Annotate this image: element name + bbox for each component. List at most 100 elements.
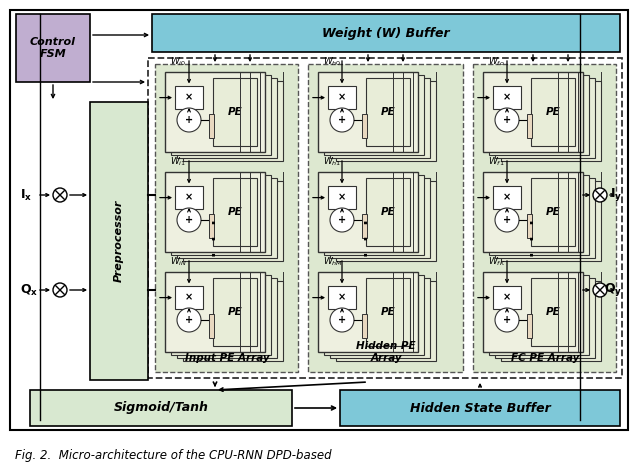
- Text: PE: PE: [546, 307, 561, 317]
- Text: Hidden State Buffer: Hidden State Buffer: [410, 401, 550, 414]
- Bar: [501, 281, 601, 361]
- Bar: [489, 275, 589, 355]
- Bar: [318, 172, 418, 252]
- Bar: [527, 114, 531, 137]
- Bar: [318, 72, 418, 152]
- Text: $W_{i1}$: $W_{i1}$: [170, 155, 186, 168]
- Bar: [340, 390, 620, 426]
- Bar: [330, 78, 430, 158]
- Bar: [155, 64, 298, 372]
- Bar: [362, 114, 367, 137]
- Bar: [366, 178, 410, 246]
- Text: ×: ×: [503, 292, 511, 302]
- Text: FC PE Array: FC PE Array: [511, 353, 579, 363]
- Bar: [209, 314, 214, 337]
- Bar: [362, 314, 367, 337]
- Bar: [483, 272, 583, 352]
- Bar: [473, 64, 616, 372]
- Text: Preprocessor: Preprocessor: [114, 200, 124, 282]
- Circle shape: [177, 108, 201, 132]
- Bar: [336, 181, 436, 261]
- Bar: [324, 175, 424, 255]
- Text: PE: PE: [228, 207, 243, 217]
- Text: ×: ×: [338, 192, 346, 202]
- Text: +: +: [503, 115, 511, 125]
- Text: ·  ·  ·: · · ·: [207, 219, 223, 257]
- Bar: [171, 275, 271, 355]
- Text: PE: PE: [381, 307, 396, 317]
- Bar: [531, 78, 575, 146]
- Text: $\mathbf{I_x}$: $\mathbf{I_x}$: [20, 187, 32, 202]
- Bar: [213, 178, 257, 246]
- Bar: [531, 278, 575, 346]
- Text: Hidden PE
Array: Hidden PE Array: [356, 341, 416, 363]
- Bar: [495, 278, 595, 358]
- Bar: [318, 272, 418, 352]
- Bar: [531, 178, 575, 246]
- Bar: [183, 181, 283, 261]
- Bar: [328, 186, 356, 209]
- Bar: [328, 286, 356, 309]
- Text: Sigmoid/Tanh: Sigmoid/Tanh: [113, 401, 209, 414]
- Bar: [336, 81, 436, 161]
- Text: Fig. 2.  Micro-architecture of the CPU-RNN DPD-based: Fig. 2. Micro-architecture of the CPU-RN…: [15, 448, 332, 462]
- Circle shape: [177, 208, 201, 232]
- Text: +: +: [338, 215, 346, 225]
- Circle shape: [593, 283, 607, 297]
- Text: ·  ·  ·: · · ·: [525, 219, 541, 257]
- Text: ·  ·  ·: · · ·: [360, 219, 376, 257]
- Text: PE: PE: [546, 107, 561, 117]
- Bar: [165, 272, 265, 352]
- Text: ×: ×: [338, 292, 346, 302]
- Text: $W_{h0}$: $W_{h0}$: [323, 55, 342, 68]
- Bar: [527, 314, 531, 337]
- Text: +: +: [503, 215, 511, 225]
- Text: $W_{f1}$: $W_{f1}$: [488, 155, 504, 168]
- Text: ×: ×: [185, 92, 193, 102]
- Bar: [489, 175, 589, 255]
- Bar: [483, 72, 583, 152]
- Bar: [527, 214, 531, 237]
- Text: $W_{hM}$: $W_{hM}$: [323, 255, 343, 268]
- Bar: [171, 175, 271, 255]
- Text: $\mathbf{Q_x}$: $\mathbf{Q_x}$: [20, 283, 38, 298]
- Text: $W_{iN}$: $W_{iN}$: [170, 255, 188, 268]
- Bar: [90, 102, 148, 380]
- Text: ×: ×: [503, 192, 511, 202]
- Circle shape: [495, 108, 519, 132]
- Circle shape: [495, 308, 519, 332]
- Text: +: +: [185, 115, 193, 125]
- Bar: [366, 78, 410, 146]
- Bar: [10, 10, 628, 430]
- Text: PE: PE: [228, 307, 243, 317]
- Circle shape: [330, 208, 354, 232]
- Bar: [336, 281, 436, 361]
- Circle shape: [593, 188, 607, 202]
- Text: ×: ×: [503, 92, 511, 102]
- Bar: [493, 86, 521, 109]
- Bar: [366, 278, 410, 346]
- Bar: [493, 286, 521, 309]
- Text: Control
FSM: Control FSM: [30, 37, 76, 59]
- Text: $W_{fK}$: $W_{fK}$: [488, 255, 506, 268]
- Bar: [175, 286, 203, 309]
- Bar: [501, 181, 601, 261]
- Bar: [324, 275, 424, 355]
- Bar: [152, 14, 620, 52]
- Bar: [330, 278, 430, 358]
- Bar: [213, 78, 257, 146]
- Bar: [148, 58, 622, 378]
- Circle shape: [495, 208, 519, 232]
- Text: +: +: [185, 215, 193, 225]
- Circle shape: [177, 308, 201, 332]
- Text: +: +: [185, 315, 193, 325]
- Text: $\mathbf{Q_y}$: $\mathbf{Q_y}$: [604, 282, 622, 299]
- Bar: [493, 186, 521, 209]
- Bar: [175, 86, 203, 109]
- Text: $\mathbf{I_y}$: $\mathbf{I_y}$: [610, 186, 622, 203]
- Circle shape: [53, 283, 67, 297]
- Bar: [175, 186, 203, 209]
- Bar: [165, 172, 265, 252]
- Bar: [308, 64, 463, 372]
- Text: Input PE Array: Input PE Array: [185, 353, 269, 363]
